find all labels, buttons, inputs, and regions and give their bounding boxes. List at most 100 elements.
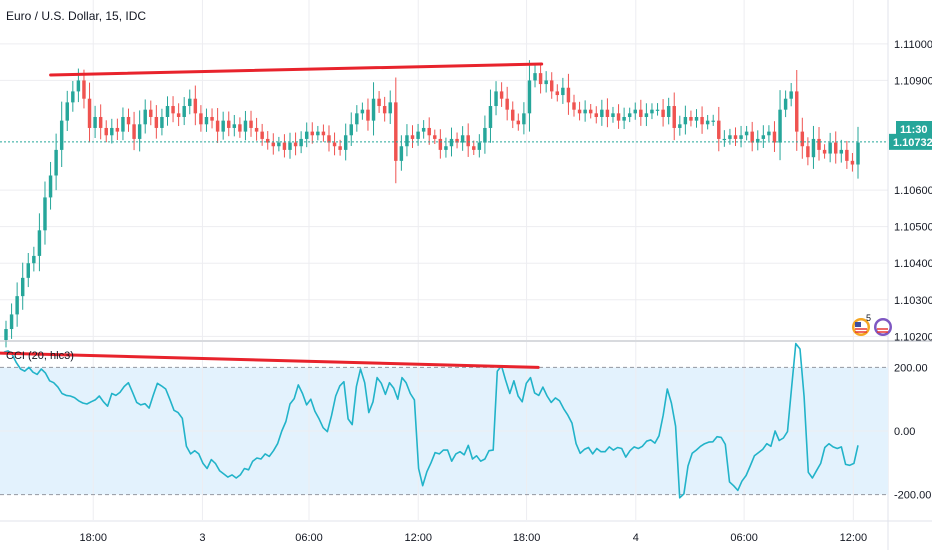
- time-axis[interactable]: 18:00 3 06:00 12:00 18:00 4 06:00 12:00: [0, 520, 932, 544]
- candle-body: [271, 142, 276, 147]
- candle-body: [544, 80, 548, 85]
- candle-body: [9, 314, 14, 330]
- candle-body: [549, 80, 554, 92]
- candle-body: [288, 142, 292, 150]
- candle-body: [171, 106, 175, 114]
- candle-body: [783, 98, 788, 110]
- candle-body: [293, 142, 298, 147]
- candle-body: [260, 131, 264, 139]
- candle-body: [811, 138, 816, 158]
- candle-body: [605, 109, 610, 117]
- candle-body: [449, 138, 454, 147]
- candle-body: [566, 87, 571, 103]
- bar-countdown-bg: [896, 121, 932, 137]
- candle-body: [98, 116, 103, 128]
- candle-body: [48, 175, 53, 198]
- candle-body: [633, 109, 637, 114]
- candle-body: [227, 120, 231, 128]
- flag-base-icon: [876, 320, 890, 334]
- candle-body: [54, 149, 58, 176]
- price-axis[interactable]: 1.10200 1.10300 1.10400 1.10500 1.10600 1.109…: [887, 0, 932, 550]
- candle-body: [65, 102, 69, 121]
- candle-body: [160, 116, 164, 128]
- candle-body: [466, 135, 470, 147]
- candle-body: [717, 120, 721, 139]
- candle-body: [527, 80, 532, 114]
- candle-body: [700, 116, 704, 125]
- cci-trendline[interactable]: [0, 351, 540, 369]
- candle-body: [154, 116, 159, 128]
- candle-body: [683, 116, 688, 125]
- candle-body: [43, 197, 47, 231]
- candle-body: [856, 142, 860, 165]
- candle-body: [572, 102, 576, 110]
- candle-body: [82, 80, 86, 99]
- us-flag-icon[interactable]: [874, 318, 892, 336]
- candle-body: [405, 135, 409, 147]
- candle-body: [600, 109, 604, 117]
- candle-body: [666, 106, 671, 117]
- us-flag-icon[interactable]: [852, 318, 870, 336]
- candle-body: [772, 131, 777, 143]
- price-trendline[interactable]: [49, 62, 544, 77]
- price-grid: [0, 0, 888, 340]
- time-labels: 18:00 3 06:00 12:00 18:00 4 06:00 12:00: [79, 532, 867, 544]
- candle-body: [4, 329, 8, 340]
- price-tick-label: 1.10600: [894, 185, 932, 197]
- price-ticks: 1.10200 1.10300 1.10400 1.10500 1.10600 1.109…: [894, 39, 932, 343]
- candle-body: [110, 127, 114, 136]
- candle-body: [71, 91, 75, 103]
- candle-body: [516, 120, 521, 125]
- economic-events[interactable]: 5: [852, 313, 892, 336]
- time-label: 4: [633, 532, 639, 544]
- cci-tick-label: -200.00: [894, 490, 931, 502]
- candle-body: [833, 142, 838, 154]
- candle-body: [583, 109, 587, 114]
- candle-body: [221, 120, 225, 132]
- candle-body: [316, 131, 320, 136]
- candle-body: [26, 263, 31, 278]
- candle-body: [822, 149, 827, 154]
- time-label: 3: [199, 532, 205, 544]
- candle-body: [349, 124, 353, 136]
- candle-body: [689, 116, 693, 121]
- candle-body: [756, 138, 760, 143]
- price-pane[interactable]: Euro / U.S. Dollar, 15, IDC: [0, 0, 888, 348]
- time-label: 12:00: [840, 532, 868, 544]
- bar-countdown: 11:30: [896, 121, 932, 137]
- cci-pane[interactable]: CCI (20, hlc3): [0, 342, 888, 520]
- symbol-title: Euro / U.S. Dollar, 15, IDC: [6, 9, 146, 23]
- bar-countdown-text: 11:30: [900, 124, 928, 136]
- candle-body: [282, 142, 287, 150]
- candle-body: [744, 131, 749, 136]
- candle-body: [93, 116, 97, 128]
- candle-body: [20, 277, 25, 297]
- price-tick-label: 1.10500: [894, 222, 932, 234]
- candle-body: [382, 106, 387, 114]
- candle-body: [238, 124, 242, 132]
- last-price-label-bg: [889, 133, 932, 150]
- candle-body: [800, 131, 805, 147]
- time-label: 12:00: [404, 532, 432, 544]
- candle-body: [778, 109, 782, 143]
- candle-body: [243, 120, 248, 132]
- candle-body: [433, 135, 437, 139]
- candle-body: [789, 91, 793, 99]
- candle-body: [343, 135, 348, 150]
- candle-body: [750, 131, 754, 143]
- candle-body: [410, 135, 415, 139]
- candle-body: [399, 146, 404, 161]
- candle-body: [705, 120, 710, 125]
- candle-body: [210, 116, 214, 121]
- candle-body: [137, 124, 142, 139]
- candle-body: [733, 135, 738, 139]
- candle-body: [655, 109, 660, 111]
- candle-body: [59, 120, 64, 150]
- candle-body: [477, 142, 482, 150]
- candle-body: [126, 116, 131, 125]
- candle-body: [338, 146, 342, 150]
- candle-body: [416, 131, 420, 139]
- candle-body: [616, 113, 621, 121]
- candle-body: [483, 127, 487, 143]
